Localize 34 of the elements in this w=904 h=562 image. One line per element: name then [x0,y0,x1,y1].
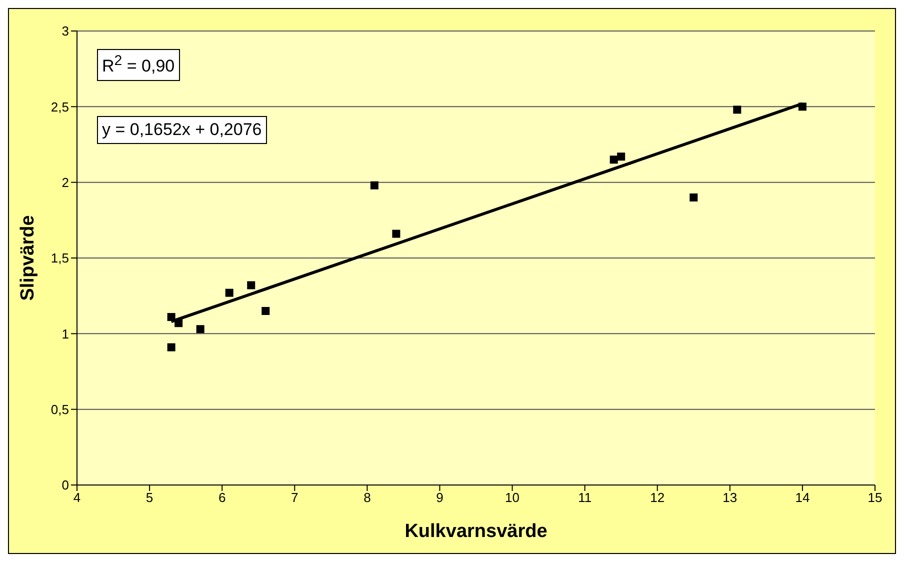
point [370,181,378,190]
x-tick-label: 10 [505,490,520,506]
point [690,193,698,202]
y-axis-title: Slipvärde [18,215,39,301]
point [247,281,256,290]
point [733,106,742,114]
x-tick-label: 9 [436,490,444,506]
x-tick-label: 5 [146,490,154,506]
y-tick-label: 1,5 [50,250,69,266]
point [225,288,234,297]
y-tick-label: 2 [62,174,69,190]
x-tick-label: 6 [218,490,226,506]
y-tick-label: 0,5 [50,402,69,417]
point [167,343,176,352]
x-tick-label: 11 [578,490,592,506]
x-axis-title: Kulkvarnsvärde [404,521,548,542]
x-tick-label: 15 [868,490,882,506]
x-tick-label: 4 [73,490,81,506]
x-tick-label: 13 [722,490,738,506]
x-tick-label: 12 [650,490,665,506]
x-tick-label: 7 [291,490,298,506]
annotation: R$^{2}$ = 0,90 [97,49,180,81]
y-tick-label: 0 [62,478,69,493]
x-tick-label: 8 [364,490,371,506]
point [617,152,626,161]
point [610,156,618,164]
point [392,230,400,238]
point [196,325,204,334]
annotation: y = 0,1652x + 0,2076 [97,116,267,144]
y-tick-label: 2,5 [50,99,69,114]
point [262,306,270,315]
y-tick-label: 3 [62,24,69,39]
x-tick-label: 14 [795,490,810,506]
y-tick-label: 1 [62,326,69,342]
